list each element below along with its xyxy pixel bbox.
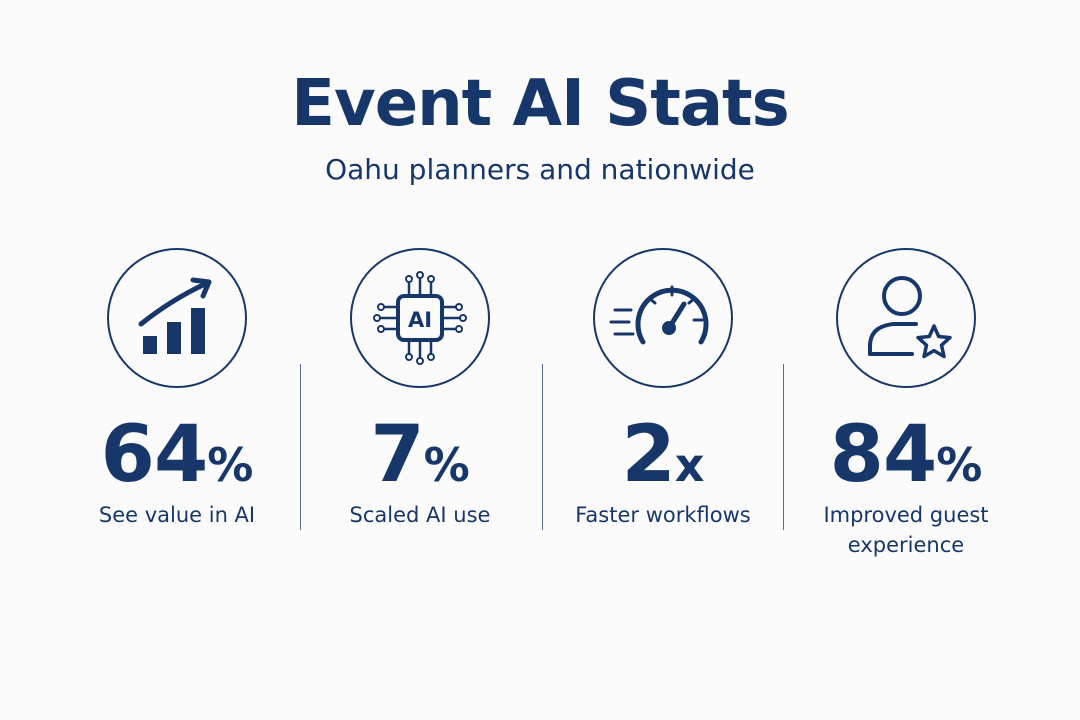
user-star-icon [836, 248, 976, 388]
stat-card-guest-experience: 84% Improved guest experience [786, 248, 1026, 578]
growth-chart-icon [107, 248, 247, 388]
divider [542, 364, 543, 530]
stat-value: 64% [100, 410, 254, 500]
stat-label: Faster workflows [575, 503, 751, 527]
stat-card-faster-workflows: 2x Faster workflows [543, 248, 783, 578]
ai-chip-label: AI [408, 308, 432, 332]
stat-card-scaled-ai: AI [300, 248, 540, 578]
stat-label: See value in AI [98, 503, 256, 527]
stat-value: 84% [829, 410, 983, 500]
stat-label: Scaled AI use [349, 503, 491, 527]
speedometer-icon [593, 248, 733, 388]
divider [300, 364, 301, 530]
page-subtitle: Oahu planners and nationwide [325, 153, 755, 186]
stat-value: 7% [370, 410, 470, 500]
divider [783, 364, 784, 530]
ai-chip-icon: AI [350, 248, 490, 388]
stat-label: Improved guest experience [823, 503, 989, 557]
stat-card-value-in-ai: 64% See value in AI [57, 248, 297, 578]
stat-value: 2x [621, 410, 705, 500]
page-title: Event AI Stats [291, 67, 789, 141]
